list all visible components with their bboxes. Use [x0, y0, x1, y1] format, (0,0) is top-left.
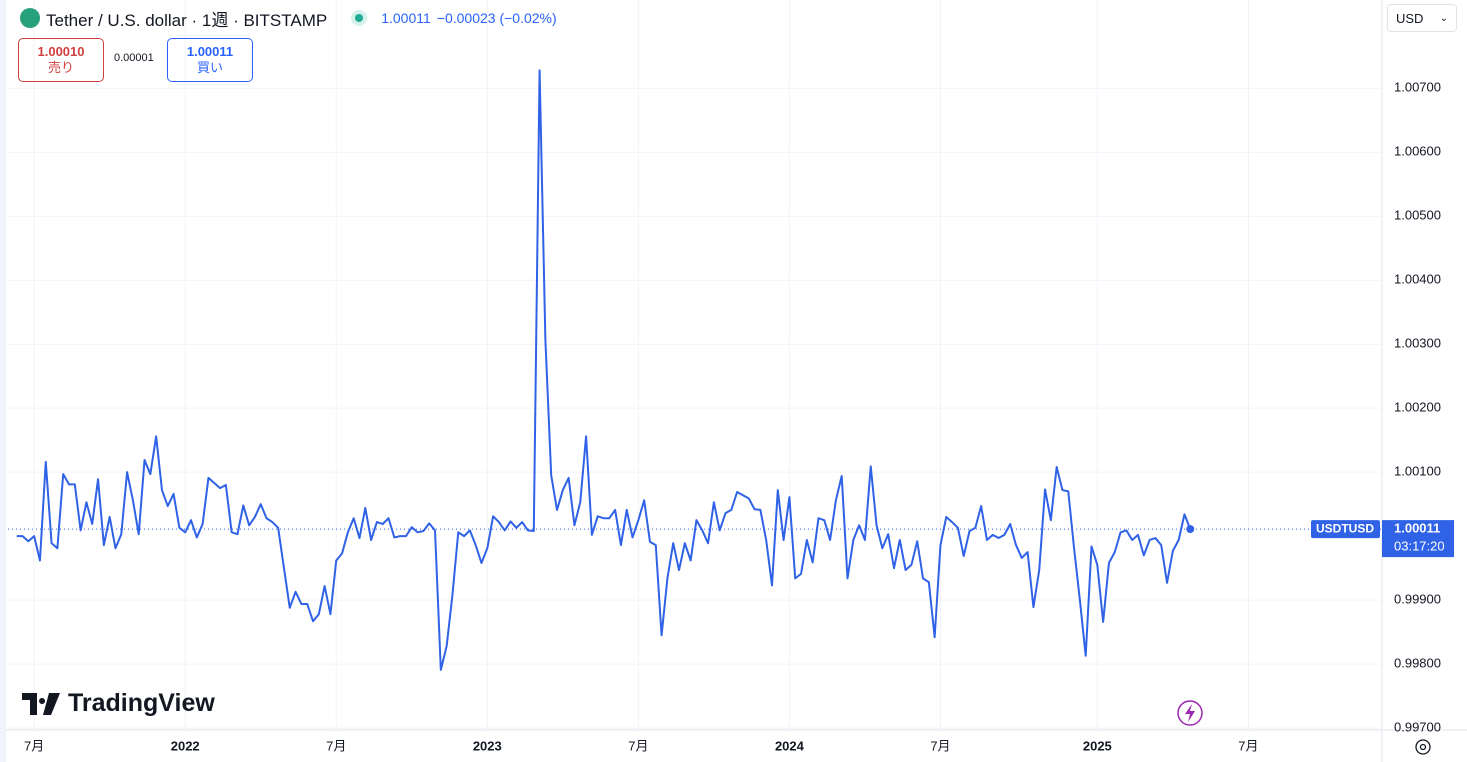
- x-tick-label: 7月: [930, 738, 950, 753]
- y-tick-label: 1.00500: [1394, 208, 1441, 223]
- y-tick-label: 0.99800: [1394, 656, 1441, 671]
- y-tick-label: 1.00600: [1394, 144, 1441, 159]
- x-tick-label: 2024: [775, 738, 805, 753]
- event-bolt: [1185, 704, 1195, 722]
- settings-icon-center: [1419, 743, 1427, 751]
- dropdown-caret: ⌄: [1439, 12, 1448, 24]
- y-tick-label: 1.00400: [1394, 272, 1441, 287]
- left-border: [0, 0, 6, 762]
- price-change: −0.00023 (−0.02%): [436, 10, 557, 26]
- sell-label: 売り: [47, 60, 74, 75]
- y-tick-label: 1.00100: [1394, 464, 1441, 479]
- y-tick-label: 0.99700: [1394, 720, 1441, 735]
- last-point: [1186, 525, 1195, 534]
- price-tag-value: 1.00011: [1394, 521, 1440, 536]
- x-tick-label: 7月: [628, 738, 648, 753]
- watermark-logo: [22, 692, 60, 715]
- price-tag-countdown: 03:17:20: [1394, 539, 1445, 554]
- spread: 0.00001: [114, 52, 154, 64]
- buy-button[interactable]: 1.00011 買い: [167, 38, 253, 82]
- y-tick-label: 0.99900: [1394, 592, 1441, 607]
- symbol-tag: [1311, 520, 1380, 539]
- buy-price: 1.00011: [186, 44, 234, 59]
- x-tick-label: 7月: [24, 738, 44, 753]
- currency-select[interactable]: USD ⌄: [1387, 4, 1457, 32]
- price-tag: [1382, 520, 1454, 558]
- x-tick-label: 2025: [1083, 738, 1112, 753]
- watermark: TradingView: [22, 689, 215, 718]
- sell-button[interactable]: 1.00010 売り: [18, 38, 104, 82]
- x-tick-label: 2022: [171, 738, 200, 753]
- watermark-text: TradingView: [68, 689, 215, 717]
- x-tick-label: 7月: [1238, 738, 1258, 753]
- sell-price: 1.00010: [37, 44, 85, 59]
- event-icon[interactable]: [1177, 700, 1203, 726]
- symbol-title: Tether / U.S. dollar · 1週 · BITSTAMP: [46, 10, 328, 30]
- y-tick-label: 1.00300: [1394, 336, 1441, 351]
- currency: USD: [1396, 10, 1424, 26]
- x-tick-label: 7月: [326, 738, 346, 753]
- symbol-tag-label: USDTUSD: [1316, 521, 1374, 535]
- settings-icon[interactable]: [1415, 739, 1431, 755]
- y-tick-label: 1.00700: [1394, 80, 1441, 95]
- last-price: 1.00011: [381, 10, 431, 26]
- price-line: [16, 69, 1192, 671]
- buy-label: 買い: [196, 60, 223, 75]
- market-status: [355, 14, 364, 22]
- symbol-logo: [20, 8, 40, 28]
- x-tick-label: 2023: [473, 738, 502, 753]
- y-tick-label: 1.00200: [1394, 400, 1441, 415]
- header: Tether / U.S. dollar · 1週 · BITSTAMP 1.00…: [20, 7, 563, 30]
